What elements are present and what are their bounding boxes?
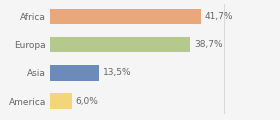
- Bar: [50, 9, 201, 24]
- Bar: [50, 37, 190, 52]
- Bar: [50, 65, 99, 81]
- Text: 13,5%: 13,5%: [103, 68, 131, 77]
- Bar: [50, 93, 72, 109]
- Text: 41,7%: 41,7%: [205, 12, 233, 21]
- Text: 38,7%: 38,7%: [194, 40, 222, 49]
- Text: 6,0%: 6,0%: [76, 97, 99, 106]
